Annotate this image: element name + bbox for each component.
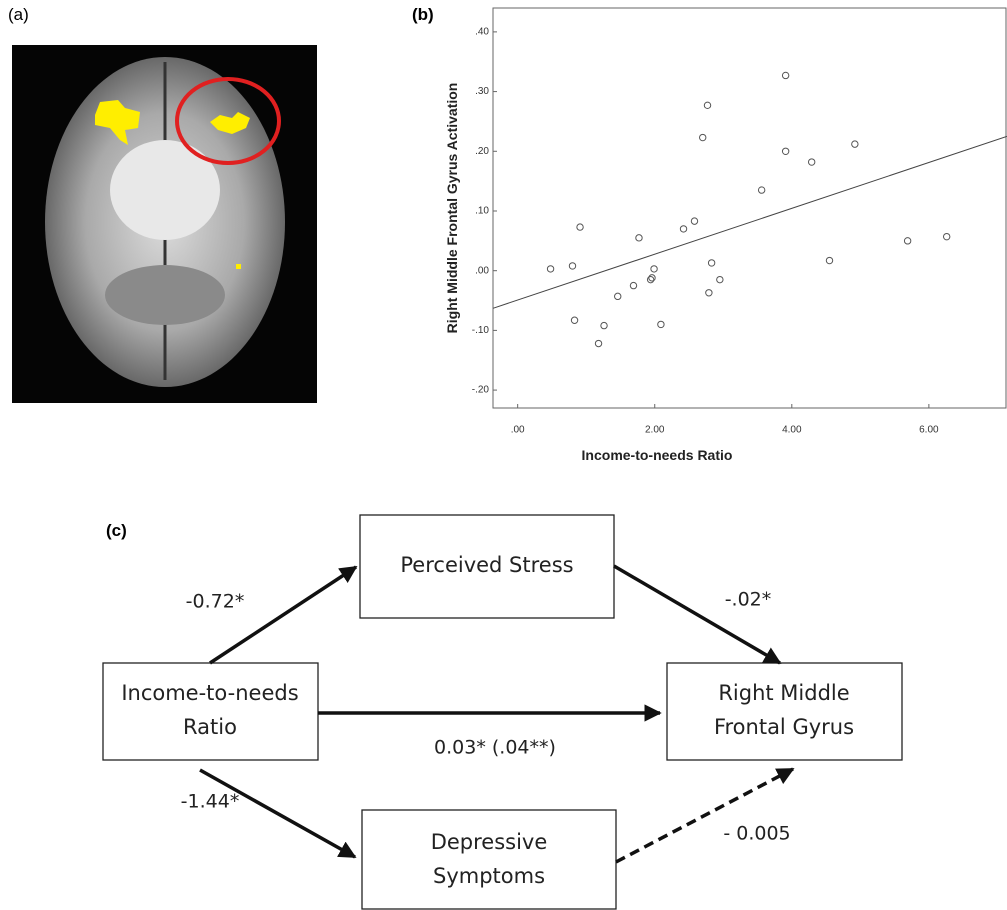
node-label: Perceived Stress <box>400 553 573 577</box>
node-box <box>667 663 902 760</box>
plot-frame <box>493 8 1006 408</box>
edge-arrow <box>200 770 355 857</box>
figure: (a) (b) Income-to-needs Ratio Right Midd… <box>0 0 1007 910</box>
panel-label: (b) <box>412 5 434 24</box>
point <box>826 257 832 263</box>
node-label: Right Middle <box>718 681 849 705</box>
x-tick-label: 2.00 <box>645 425 665 436</box>
x-axis-label: Income-to-needs Ratio <box>582 447 733 463</box>
point <box>649 275 655 281</box>
y-tick-label: .00 <box>475 265 489 276</box>
x-tick-label: 4.00 <box>782 425 802 436</box>
point <box>636 235 642 241</box>
y-axis-label: Right Middle Frontal Gyrus Activation <box>444 83 460 334</box>
point <box>595 340 601 346</box>
point <box>808 159 814 165</box>
edge-label: -0.72* <box>186 591 245 613</box>
y-tick-label: .10 <box>475 206 489 217</box>
node-box <box>103 663 318 760</box>
point <box>691 218 697 224</box>
edge-label: 0.03* (.04**) <box>434 737 556 759</box>
point <box>547 266 553 272</box>
point <box>706 290 712 296</box>
node-label: Depressive <box>431 830 548 854</box>
point <box>943 233 949 239</box>
edge-label: - 0.005 <box>723 823 790 845</box>
point <box>717 276 723 282</box>
node-box <box>362 810 616 909</box>
point <box>615 293 621 299</box>
edge-arrow <box>614 566 780 663</box>
edge-arrow <box>210 567 356 663</box>
point <box>651 266 657 272</box>
point <box>658 321 664 327</box>
point <box>782 72 788 78</box>
y-tick-label: -.10 <box>472 325 490 336</box>
point <box>601 322 607 328</box>
brain-image <box>12 45 317 403</box>
panel-label: (c) <box>106 521 127 540</box>
point <box>904 238 910 244</box>
point <box>758 187 764 193</box>
node-label: Frontal Gyrus <box>714 715 854 739</box>
point <box>708 260 714 266</box>
point <box>569 263 575 269</box>
y-tick-label: -.20 <box>472 385 490 396</box>
edge-label: -.02* <box>725 589 772 611</box>
x-tick-label: 6.00 <box>919 425 939 436</box>
y-tick-label: .40 <box>475 27 489 38</box>
edge-arrow <box>616 769 793 862</box>
point <box>704 102 710 108</box>
point <box>700 134 706 140</box>
point <box>680 226 686 232</box>
node-label: Symptoms <box>433 864 545 888</box>
point <box>852 141 858 147</box>
x-tick-label: .00 <box>511 425 525 436</box>
node-label: Income-to-needs <box>121 681 298 705</box>
panel-label: (a) <box>8 5 29 24</box>
point <box>782 148 788 154</box>
point <box>571 317 577 323</box>
y-tick-label: .20 <box>475 146 489 157</box>
point <box>577 224 583 230</box>
y-tick-label: .30 <box>475 86 489 97</box>
fit-line <box>493 136 1007 308</box>
point <box>630 282 636 288</box>
edge-label: -1.44* <box>181 791 240 813</box>
node-label: Ratio <box>183 715 237 739</box>
